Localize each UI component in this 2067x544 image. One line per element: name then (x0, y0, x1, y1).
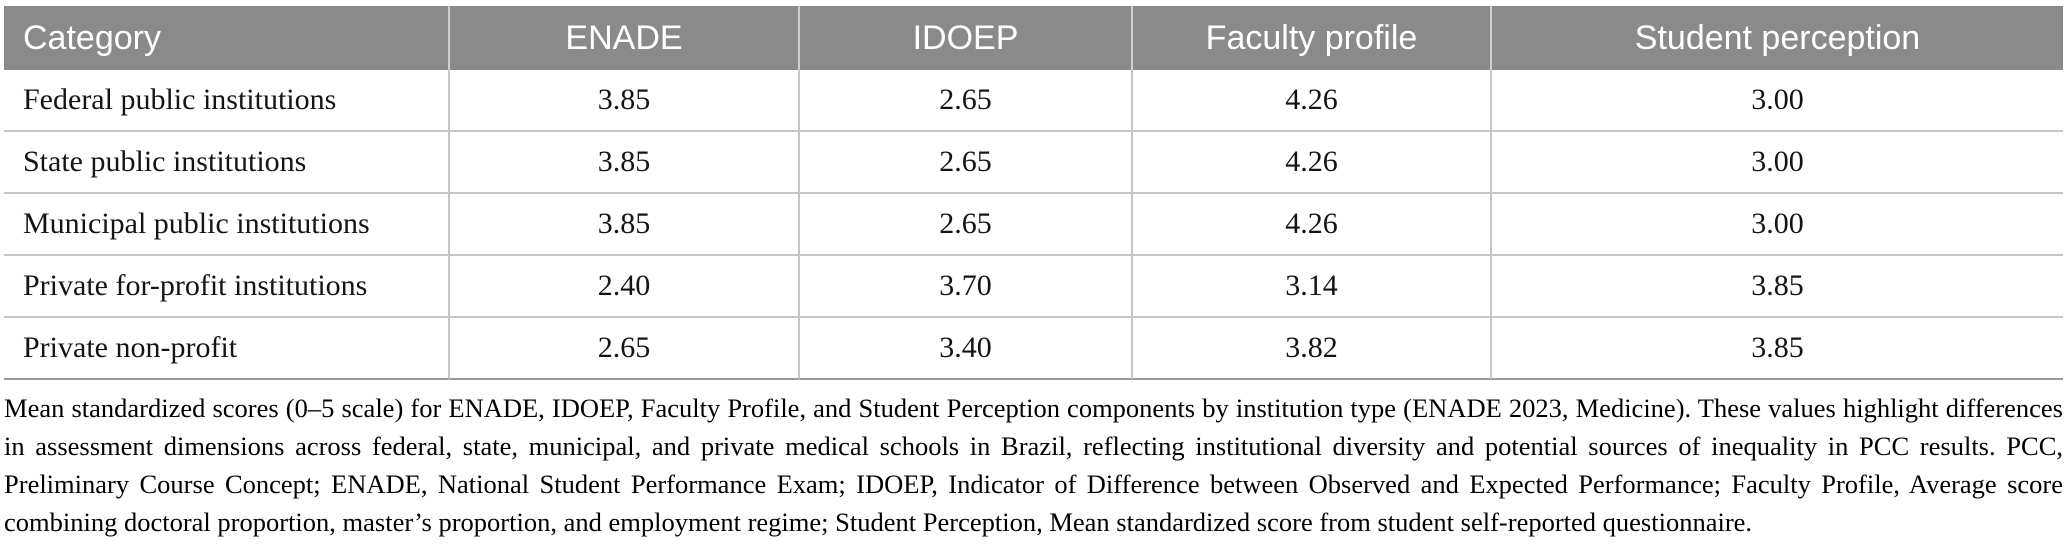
col-header-faculty-profile: Faculty profile (1133, 6, 1492, 70)
header-row: Category ENADE IDOEP Faculty profile Stu… (4, 6, 2063, 70)
cell-faculty-profile: 4.26 (1133, 70, 1492, 132)
cell-idoep: 2.65 (800, 132, 1133, 194)
row-label: Private for-profit institutions (4, 256, 450, 318)
cell-student-perception: 3.85 (1492, 318, 2063, 380)
cell-student-perception: 3.85 (1492, 256, 2063, 318)
row-label: Private non-profit (4, 318, 450, 380)
cell-faculty-profile: 4.26 (1133, 194, 1492, 256)
cell-student-perception: 3.00 (1492, 132, 2063, 194)
cell-enade: 3.85 (450, 194, 800, 256)
col-header-category: Category (4, 6, 450, 70)
cell-enade: 2.65 (450, 318, 800, 380)
cell-enade: 3.85 (450, 70, 800, 132)
cell-enade: 2.40 (450, 256, 800, 318)
cell-faculty-profile: 3.82 (1133, 318, 1492, 380)
cell-student-perception: 3.00 (1492, 70, 2063, 132)
row-label: Federal public institutions (4, 70, 450, 132)
table-row-state: State public institutions 3.85 2.65 4.26… (4, 132, 2063, 194)
row-label: Municipal public institutions (4, 194, 450, 256)
table-row-federal: Federal public institutions 3.85 2.65 4.… (4, 70, 2063, 132)
row-label: State public institutions (4, 132, 450, 194)
table-caption: Mean standardized scores (0–5 scale) for… (4, 393, 2063, 537)
cell-faculty-profile: 4.26 (1133, 132, 1492, 194)
cell-idoep: 3.70 (800, 256, 1133, 318)
cell-idoep: 2.65 (800, 70, 1133, 132)
table-row-private-for-profit: Private for-profit institutions 2.40 3.7… (4, 256, 2063, 318)
col-header-idoep: IDOEP (800, 6, 1133, 70)
results-table: Category ENADE IDOEP Faculty profile Stu… (4, 6, 2063, 380)
col-header-student-perception: Student perception (1492, 6, 2063, 70)
cell-idoep: 3.40 (800, 318, 1133, 380)
cell-idoep: 2.65 (800, 194, 1133, 256)
table-row-municipal: Municipal public institutions 3.85 2.65 … (4, 194, 2063, 256)
cell-faculty-profile: 3.14 (1133, 256, 1492, 318)
table-row-private-non-profit: Private non-profit 2.65 3.40 3.82 3.85 (4, 318, 2063, 380)
col-header-enade: ENADE (450, 6, 800, 70)
cell-student-perception: 3.00 (1492, 194, 2063, 256)
cell-enade: 3.85 (450, 132, 800, 194)
